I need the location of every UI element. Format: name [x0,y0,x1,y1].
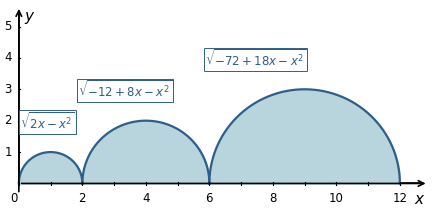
Text: y: y [25,9,34,24]
Text: 8: 8 [269,192,277,205]
Text: 6: 6 [206,192,213,205]
Text: 2: 2 [79,192,86,205]
Text: 2: 2 [4,114,12,127]
Text: 3: 3 [4,83,12,96]
Text: 4: 4 [142,192,150,205]
Text: 0: 0 [10,192,17,205]
Text: 1: 1 [4,145,12,159]
Text: 5: 5 [4,20,12,33]
Text: $\sqrt{-72 + 18x - x^2}$: $\sqrt{-72 + 18x - x^2}$ [205,49,306,70]
Text: 10: 10 [329,192,344,205]
Text: 4: 4 [4,51,12,64]
Text: x: x [414,192,423,207]
Text: $\sqrt{2x - x^2}$: $\sqrt{2x - x^2}$ [20,111,75,133]
Text: $\sqrt{-12 + 8x - x^2}$: $\sqrt{-12 + 8x - x^2}$ [78,80,172,101]
Text: 12: 12 [392,192,407,205]
